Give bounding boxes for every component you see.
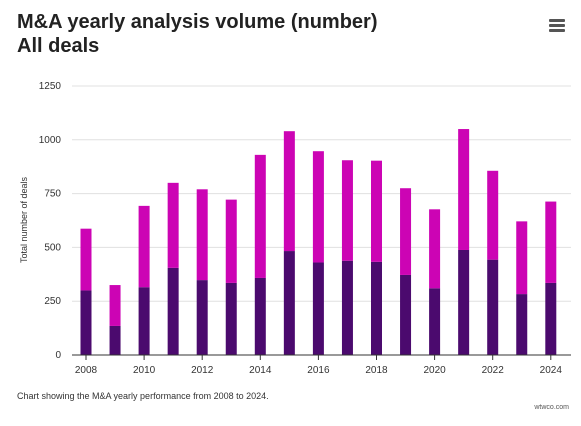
bar-segment-top: [400, 188, 412, 275]
bar-segment-top: [487, 170, 499, 260]
y-axis-label: Total number of deals: [19, 176, 29, 263]
y-tick-label: 500: [44, 242, 61, 253]
bar-segment-top: [371, 160, 382, 262]
bar-segment-top: [109, 285, 121, 326]
bar-segment-top: [225, 199, 237, 283]
y-tick-label: 1250: [39, 81, 62, 92]
bar-segment-top: [196, 189, 208, 281]
bar-segment-bottom: [371, 261, 382, 355]
menu-bar: [549, 19, 565, 22]
x-tick-label: 2024: [540, 365, 563, 376]
bar-segment-bottom: [400, 274, 412, 355]
bar-segment-top: [429, 209, 441, 289]
bar-segment-top: [312, 151, 324, 263]
bar-segment-bottom: [429, 288, 441, 355]
bar-segment-bottom: [341, 260, 353, 355]
bar-segment-bottom: [80, 290, 92, 355]
menu-bar: [549, 29, 565, 32]
bars: [80, 129, 557, 355]
chart-title: M&A yearly analysis volume (number) All …: [17, 10, 378, 58]
bar-segment-top: [80, 228, 92, 291]
bar-segment-bottom: [109, 325, 121, 355]
chart-caption: Chart showing the M&A yearly performance…: [17, 391, 269, 401]
y-tick-label: 750: [44, 189, 61, 200]
bar-segment-bottom: [487, 259, 499, 355]
x-tick-label: 2020: [423, 365, 446, 376]
chart-title-line2: All deals: [17, 35, 100, 57]
y-tick-label: 0: [55, 350, 61, 361]
x-tick-label: 2012: [191, 365, 214, 376]
x-tick-label: 2018: [365, 365, 388, 376]
bar-segment-bottom: [516, 294, 528, 355]
bar-segment-top: [458, 129, 470, 250]
menu-bar: [549, 24, 565, 27]
bar-segment-bottom: [545, 282, 557, 355]
bar-segment-top: [545, 201, 557, 283]
bar-segment-bottom: [312, 262, 324, 355]
bar-segment-bottom: [138, 287, 150, 355]
x-tick-label: 2010: [133, 365, 156, 376]
bar-segment-top: [138, 205, 150, 288]
bar-segment-top: [341, 160, 353, 261]
x-tick-label: 2022: [482, 365, 505, 376]
chart-title-line1: M&A yearly analysis volume (number): [17, 11, 378, 33]
bar-segment-bottom: [458, 249, 470, 355]
bar-segment-bottom: [283, 251, 295, 355]
bar-segment-bottom: [225, 282, 237, 355]
bar-segment-bottom: [167, 267, 179, 355]
y-tick-label: 250: [44, 296, 61, 307]
hamburger-menu-icon[interactable]: [549, 19, 565, 33]
x-tick-label: 2014: [249, 365, 272, 376]
axes: 0 250 500 750 1000 1250 2008 2010 2012 2014 2016 20…: [39, 81, 571, 376]
bar-segment-top: [167, 182, 179, 268]
bar-segment-top: [254, 154, 266, 278]
source-credit: wtwco.com: [534, 404, 569, 411]
bar-segment-bottom: [196, 280, 208, 355]
x-tick-label: 2016: [307, 365, 330, 376]
y-tick-label: 1000: [39, 135, 62, 146]
bar-segment-top: [283, 131, 295, 252]
x-tick-label: 2008: [75, 365, 98, 376]
bar-segment-bottom: [254, 277, 266, 355]
bar-segment-top: [516, 221, 528, 295]
